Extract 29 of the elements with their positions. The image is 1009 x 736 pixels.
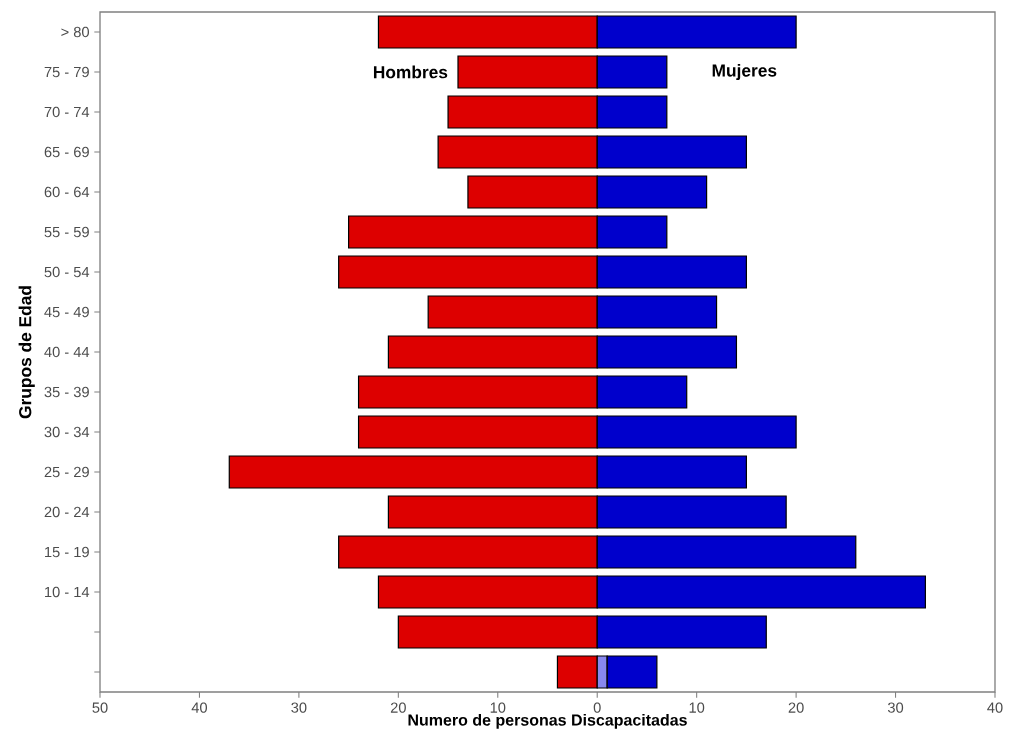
y-tick-label: 15 - 19	[45, 546, 89, 558]
series-label: Hombres	[373, 65, 448, 79]
y-tick-label: 10 - 14	[45, 586, 90, 598]
y-tick-label: 25 - 29	[44, 466, 89, 478]
y-tick-label: 30 - 34	[44, 426, 90, 438]
y-tick-label: 20 - 24	[44, 506, 90, 518]
series-label: Mujeres	[712, 63, 777, 81]
x-tick-label: 20	[788, 702, 804, 713]
x-axis-title: Numero de personas Discapacitadas	[408, 713, 687, 729]
x-tick-label: 40	[987, 702, 1003, 713]
y-tick-label: > 80	[61, 26, 89, 38]
x-tick-label: 30	[291, 702, 307, 713]
x-tick-label: 10	[689, 702, 705, 713]
y-tick-label: 70 - 74	[44, 106, 90, 118]
y-tick-label: 45 - 49	[44, 306, 89, 318]
x-tick-label: 50	[92, 702, 108, 713]
y-tick-label: 40 - 44	[44, 346, 90, 358]
y-tick-label: 65 - 69	[44, 146, 89, 158]
y-tick-label: 55 - 59	[44, 226, 89, 238]
x-tick-label: 40	[191, 702, 208, 713]
y-tick-label: 75 - 79	[44, 66, 89, 78]
x-tick-label: 0	[593, 702, 601, 713]
x-tick-label: 10	[490, 702, 506, 713]
y-axis-title: Grupos de Edad	[18, 286, 35, 419]
y-tick-label: 60 - 64	[44, 186, 90, 198]
y-tick-label: 50 - 54	[44, 266, 90, 278]
x-tick-label: 20	[390, 702, 406, 713]
y-tick-label: 35 - 39	[44, 386, 89, 398]
x-tick-label: 30	[887, 702, 904, 713]
